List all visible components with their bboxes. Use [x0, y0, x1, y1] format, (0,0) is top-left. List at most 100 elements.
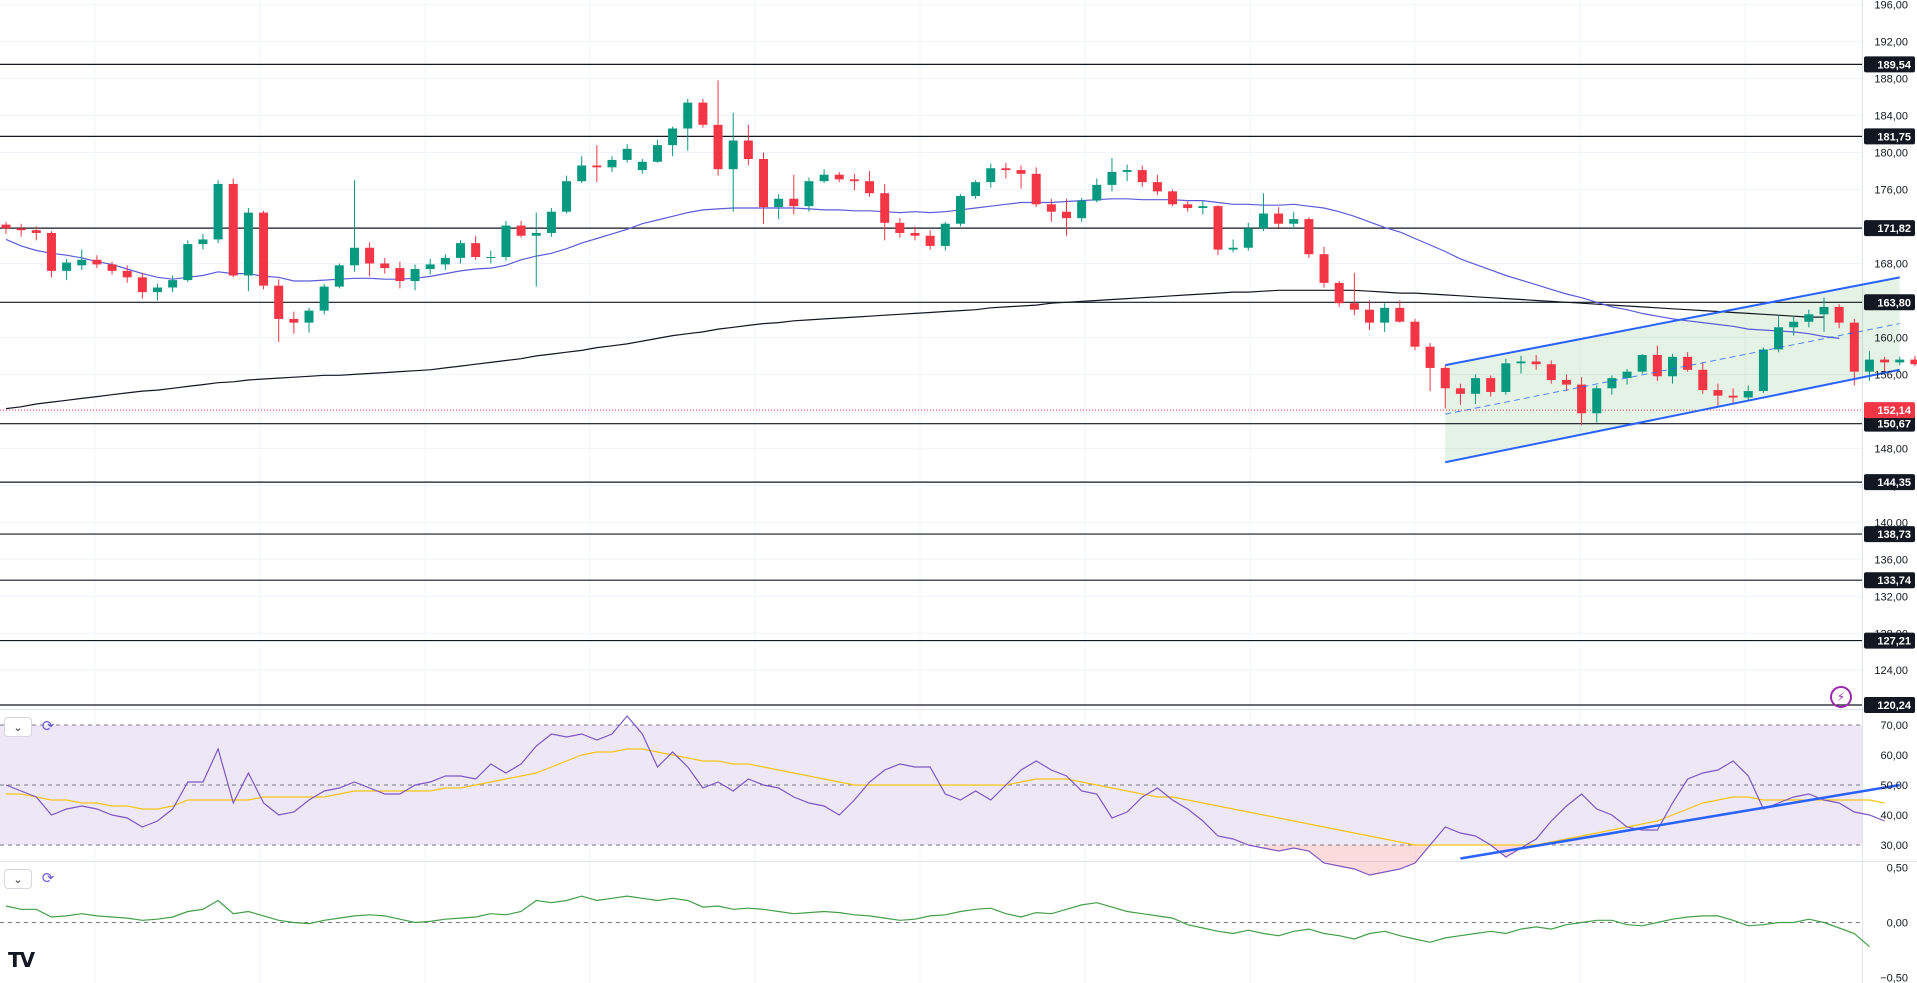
candle — [365, 242, 375, 277]
candle — [1789, 316, 1799, 336]
candle-body — [1304, 219, 1314, 255]
candle — [243, 208, 253, 292]
price-level-tag-label: 150,67 — [1877, 419, 1911, 431]
candle-body — [925, 235, 935, 246]
candle-body — [743, 140, 753, 160]
candle-body — [1137, 170, 1147, 183]
candle — [153, 283, 162, 301]
candle — [668, 126, 678, 157]
candle — [819, 169, 829, 184]
price-level-tag-label: 181,75 — [1877, 131, 1911, 143]
candle — [880, 183, 890, 241]
candle — [562, 175, 572, 214]
candle — [1592, 385, 1602, 423]
candle — [486, 250, 496, 264]
reload-icon-rsi[interactable]: ⟳ — [41, 717, 55, 735]
candle — [1107, 158, 1117, 192]
candle — [546, 208, 556, 237]
candle-body — [1895, 359, 1905, 363]
candle-body — [1062, 211, 1071, 219]
rsi-tick-label: 50,00 — [1880, 780, 1908, 792]
candle-body — [1289, 219, 1299, 224]
candle — [683, 98, 693, 151]
candle-body — [137, 277, 147, 293]
candle — [1274, 207, 1284, 228]
candle-body — [380, 263, 390, 269]
candle-body — [1531, 361, 1541, 365]
candle — [531, 212, 541, 287]
candle — [168, 275, 178, 293]
collapse-pane-button-rsi[interactable]: ⌄ — [4, 717, 32, 737]
candle — [789, 174, 799, 215]
candle — [1380, 303, 1390, 332]
rsi-tick-label: 60,00 — [1880, 750, 1908, 762]
candle — [289, 311, 299, 334]
candle-body — [31, 230, 41, 233]
candle-body — [652, 145, 662, 162]
candle — [940, 221, 950, 251]
candle-body — [1016, 170, 1026, 174]
price-level-tag-label: 163,80 — [1877, 297, 1911, 309]
price-level-tag-label: 127,21 — [1877, 636, 1911, 648]
last-price-tag-bg — [1864, 402, 1915, 419]
candle — [1243, 222, 1253, 251]
candle-body — [501, 225, 511, 258]
candle-body — [92, 259, 102, 265]
momentum-tick-label: −0,50 — [1880, 973, 1908, 983]
candle-body — [531, 232, 541, 236]
candle-body — [713, 124, 723, 170]
candle-body — [592, 165, 602, 168]
candle — [1, 221, 11, 234]
candle-body — [62, 262, 72, 271]
candle — [1319, 246, 1329, 288]
collapse-pane-button-momentum[interactable]: ⌄ — [4, 869, 32, 889]
candle-body — [1683, 356, 1693, 370]
bolt-icon[interactable]: ⚡ — [1830, 686, 1852, 708]
candle-body — [1243, 228, 1253, 248]
candle — [1137, 165, 1147, 187]
candle — [1546, 360, 1556, 384]
candle-body — [1168, 191, 1178, 205]
candle-body — [516, 225, 526, 236]
candle — [440, 254, 450, 270]
candle — [1683, 352, 1693, 372]
candle-body — [895, 222, 905, 233]
reload-icon-momentum[interactable]: ⟳ — [41, 869, 55, 887]
candle-body — [804, 181, 814, 207]
momentum-pane: 0,50 0,00 −0,50 — [0, 863, 1908, 983]
candle-body — [183, 244, 193, 281]
candle-body — [759, 159, 768, 208]
candle — [1637, 354, 1647, 374]
candle-body — [1031, 173, 1041, 205]
candle — [1561, 374, 1571, 392]
candle — [1183, 201, 1193, 212]
candle — [1122, 164, 1132, 182]
candle — [471, 235, 481, 260]
last-price-tag: 152,14 — [1864, 402, 1915, 419]
candle-body — [1743, 391, 1753, 398]
candle-body — [849, 179, 859, 182]
rsi-tick-label: 40,00 — [1880, 810, 1908, 822]
price-level-tag-label: 120,24 — [1877, 700, 1912, 712]
price-level-tag-bg — [1864, 526, 1915, 543]
candle — [62, 258, 72, 281]
candle — [1001, 162, 1011, 179]
candle — [501, 220, 511, 261]
candle-body — [289, 318, 299, 323]
candle-body — [955, 195, 965, 224]
candle — [1804, 309, 1814, 328]
candle-body — [1834, 306, 1844, 323]
candle — [516, 220, 526, 238]
grid — [0, 0, 1862, 983]
momentum-tick-label: 0,50 — [1887, 863, 1908, 875]
candle — [198, 233, 208, 250]
candle — [925, 230, 935, 250]
price-level-tag: 163,80 — [1864, 294, 1915, 311]
momentum-tick-label: 0,00 — [1887, 918, 1908, 930]
candle — [834, 171, 844, 183]
price-tick-label: 124,00 — [1874, 665, 1908, 677]
price-level-tag: 144,35 — [1864, 474, 1915, 491]
candle-body — [1455, 388, 1465, 394]
candle — [1622, 368, 1632, 385]
